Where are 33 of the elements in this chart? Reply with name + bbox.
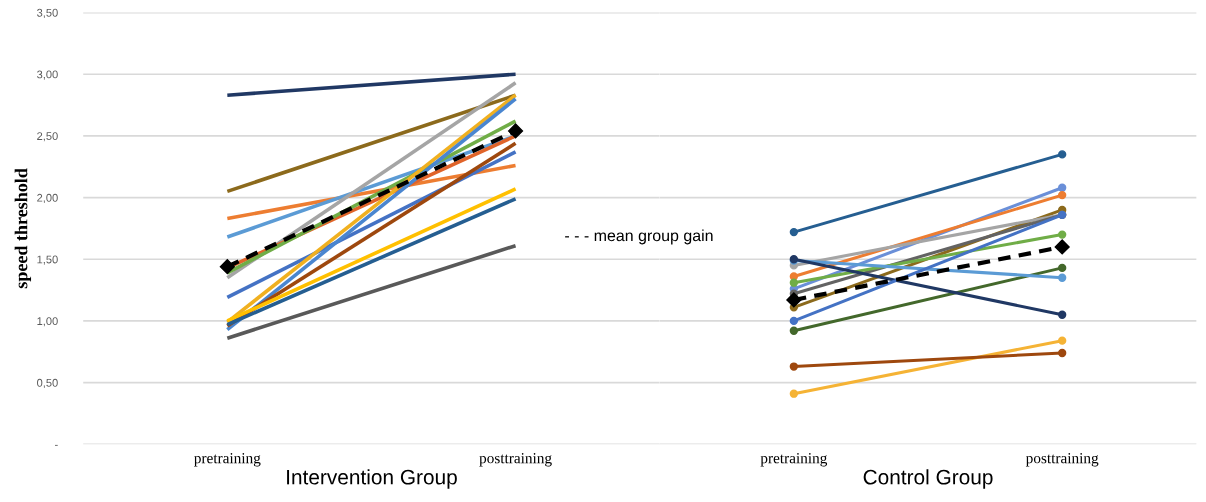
y-tick-label: 2,00 — [37, 193, 58, 204]
x-tick-label: posttraining — [1025, 453, 1099, 467]
point — [786, 292, 802, 308]
x-axis-title: Control Group — [863, 469, 993, 489]
point — [1058, 263, 1067, 273]
point — [1058, 273, 1067, 282]
y-tick-label: 1,00 — [37, 317, 58, 327]
point — [1058, 183, 1067, 192]
point — [1058, 348, 1067, 358]
point — [1058, 310, 1067, 319]
x-tick-label: pretraining — [194, 453, 261, 467]
point — [1058, 336, 1067, 345]
point — [789, 316, 799, 326]
point — [1058, 150, 1067, 159]
point — [789, 326, 799, 335]
point — [1058, 230, 1067, 239]
x-axis-title: Intervention Group — [287, 469, 457, 489]
y-tick-label: 1,50 — [37, 255, 58, 265]
point — [789, 389, 799, 398]
x-tick-label: posttraining — [479, 453, 552, 467]
y-tick-label: 0,50 — [37, 378, 58, 389]
y-tick-label: - — [55, 444, 58, 446]
y-tick-label: 2,50 — [37, 132, 58, 142]
point — [789, 227, 799, 237]
y-tick-label: 3,00 — [37, 70, 58, 80]
point — [789, 278, 799, 287]
point — [789, 362, 799, 371]
annotation: - - - mean group gain — [565, 229, 713, 245]
point — [1054, 239, 1070, 255]
y-tick-label: 3,50 — [37, 8, 58, 18]
x-tick-label: pretraining — [760, 453, 828, 467]
y-axis-title: speed threshold — [14, 168, 32, 289]
point — [1058, 190, 1067, 200]
